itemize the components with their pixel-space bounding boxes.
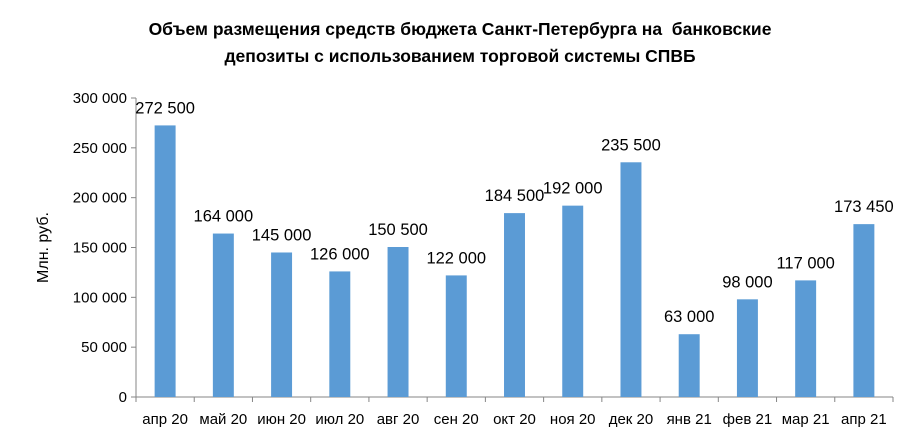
x-axis-labels: апр 20 май 20 июн 20 июл 20 авг 20 сен 20 окт … <box>135 397 894 428</box>
data-label: 184 500 <box>485 187 545 205</box>
data-label: 117 000 <box>776 254 834 272</box>
x-tick-label: ноя 20 <box>550 411 596 428</box>
data-label: 150 500 <box>368 221 428 239</box>
bar <box>678 334 700 397</box>
x-tick-label: июн 20 <box>257 411 306 428</box>
bar <box>620 162 642 397</box>
bar <box>271 252 293 397</box>
bars <box>154 125 875 398</box>
x-tick-label: авг 20 <box>377 411 420 428</box>
y-axis-title: Млн. руб. <box>35 212 52 283</box>
x-tick-label: май 20 <box>199 411 247 428</box>
x-tick-label: дек 20 <box>609 411 654 428</box>
x-tick-label: фев 21 <box>723 411 773 428</box>
chart-title-line-2: депозиты с использованием торговой систе… <box>224 46 696 66</box>
bar <box>445 275 467 397</box>
bar <box>853 224 875 397</box>
y-tick-label: 250 000 <box>73 140 127 157</box>
data-label: 192 000 <box>543 180 603 198</box>
y-tick-label: 100 000 <box>73 289 127 306</box>
data-label: 63 000 <box>664 308 714 326</box>
bar <box>562 205 584 397</box>
x-tick-label: янв 21 <box>667 411 712 428</box>
bar <box>154 125 176 398</box>
x-tick-label: июл 20 <box>315 411 364 428</box>
bar <box>795 280 817 397</box>
data-label: 164 000 <box>194 208 254 226</box>
x-tick-label: апр 20 <box>142 411 188 428</box>
bar <box>212 233 234 397</box>
bar <box>387 247 409 397</box>
data-label: 98 000 <box>722 273 772 291</box>
y-tick-label: 0 <box>119 389 127 406</box>
y-axis-ticks: 0 50 000 100 000 150 000 200 000 250 000 300 0… <box>73 90 136 406</box>
data-label: 122 000 <box>426 249 486 267</box>
bar <box>736 299 758 397</box>
y-tick-label: 150 000 <box>73 240 127 257</box>
chart-title: Объем размещения средств бюджета Санкт-П… <box>0 16 920 70</box>
data-label: 126 000 <box>310 245 370 263</box>
bar <box>329 271 351 397</box>
x-tick-label: окт 20 <box>493 411 536 428</box>
data-label: 235 500 <box>601 136 661 154</box>
chart-title-line-1: Объем размещения средств бюджета Санкт-П… <box>148 19 772 39</box>
x-tick-label: мар 21 <box>782 411 830 428</box>
bar <box>504 213 525 397</box>
data-label: 272 500 <box>135 99 195 117</box>
data-label: 145 000 <box>252 226 312 244</box>
y-tick-label: 200 000 <box>73 190 127 207</box>
y-tick-label: 50 000 <box>81 339 127 356</box>
x-tick-label: апр 21 <box>841 411 887 428</box>
data-label: 173 450 <box>834 198 894 216</box>
x-tick-label: сен 20 <box>434 411 479 428</box>
y-tick-label: 300 000 <box>73 90 127 107</box>
